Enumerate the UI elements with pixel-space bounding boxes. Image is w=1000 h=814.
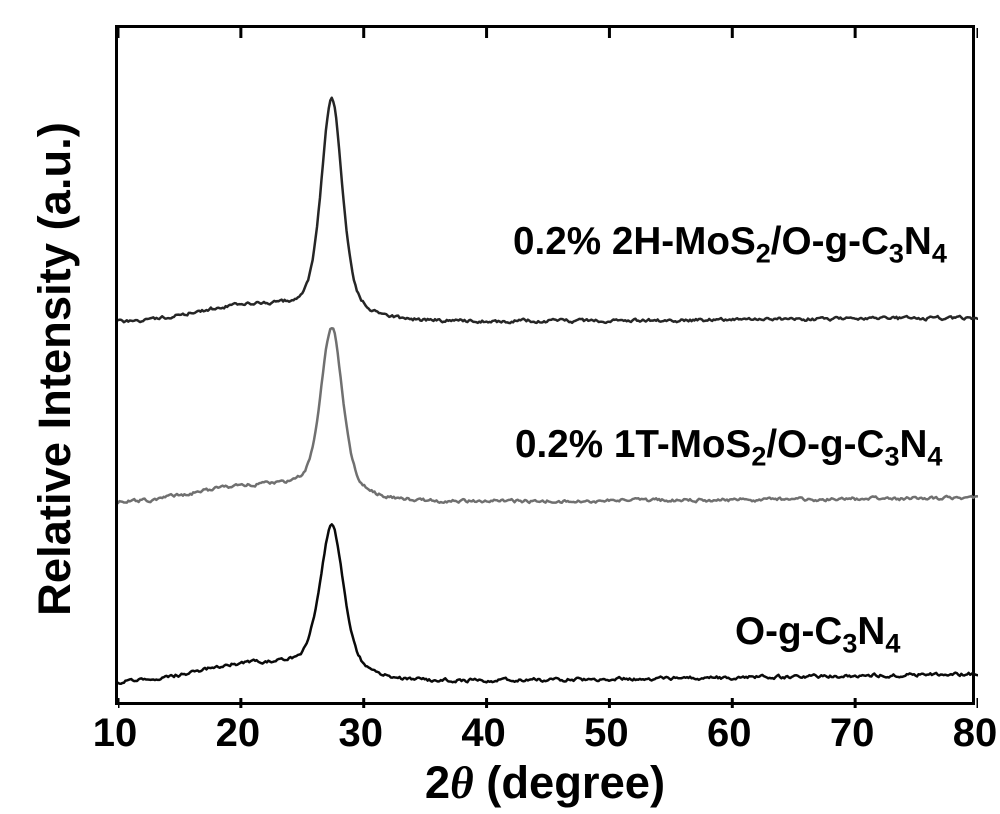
figure-root: Relative Intensity (a.u.) 2θ (degree) 10… <box>0 0 1000 814</box>
x-tick-label: 20 <box>198 711 278 756</box>
x-axis-label: 2θ (degree) <box>345 757 745 809</box>
x-tick-label: 60 <box>689 711 769 756</box>
xrd-traces-svg <box>118 28 978 708</box>
x-tick-label: 80 <box>935 711 1000 756</box>
x-tick-label: 10 <box>75 711 155 756</box>
y-axis-label: Relative Intensity (a.u.) <box>29 69 81 669</box>
x-tick-label: 30 <box>321 711 401 756</box>
x-tick-label: 40 <box>444 711 524 756</box>
xrd-trace <box>118 524 978 683</box>
series-label: O-g-C3N4 <box>735 610 900 660</box>
x-tick-label: 50 <box>566 711 646 756</box>
series-label: 0.2% 1T-MoS2/O-g-C3N4 <box>515 423 942 473</box>
xrd-trace <box>118 98 978 323</box>
series-label: 0.2% 2H-MoS2/O-g-C3N4 <box>513 220 947 270</box>
x-tick-label: 70 <box>812 711 892 756</box>
plot-area <box>115 25 975 705</box>
xrd-trace <box>118 328 978 503</box>
